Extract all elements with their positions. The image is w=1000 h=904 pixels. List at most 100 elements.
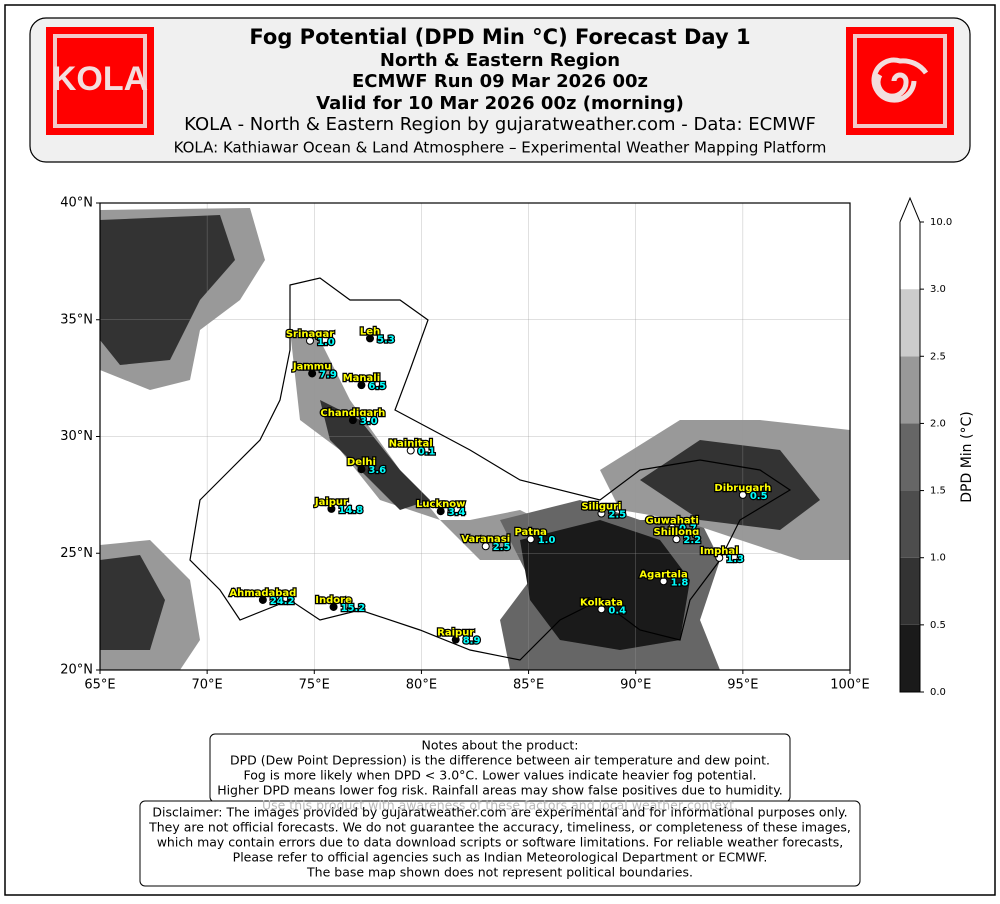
city-dot [672,535,681,544]
notes-line: Fog is more likely when DPD < 3.0°C. Low… [243,768,756,783]
city-dot [329,602,338,611]
city-value: 2.5 [493,542,511,553]
colorbar-label: DPD Min (°C) [959,411,975,502]
city-name: Dibrugarh [714,483,771,494]
colorbar-band [900,222,920,290]
y-tick-label: 35°N [60,312,93,327]
city-name: Chandigarh [320,408,385,419]
logo-text: KOLA [52,60,148,98]
city-name: Raipur [437,628,474,639]
city-name: Patna [514,527,546,538]
city-dot [348,416,357,425]
city-dot [481,542,490,551]
city-value: 14.8 [338,505,363,516]
city-dot [451,635,460,644]
city-name: Ahmadabad [229,588,296,599]
x-tick-label: 100°E [830,678,870,693]
disclaimer-line: The base map shown does not represent po… [306,865,693,880]
colorbar-tick-label: 0.0 [930,687,946,698]
city-value: 0.5 [750,491,768,502]
city-name: Agartala [639,569,687,580]
platform: KOLA: Kathiawar Ocean & Land Atmosphere … [174,139,827,157]
city-value: 1.8 [671,577,689,588]
colorbar-frame [899,222,921,693]
logo-left: KOLA [46,27,154,135]
city-value: 1.0 [538,535,556,546]
city-value: 0.1 [418,447,436,458]
y-tick-label: 20°N [60,663,93,678]
city-value: 3.4 [448,507,466,518]
logo-right [846,27,954,135]
city-dot [436,507,445,516]
city-dot [597,509,606,518]
city-value: 2.2 [683,535,701,546]
colorbar-band [900,289,920,357]
colorbar-band [900,423,920,491]
colorbar-tick-label: 10.0 [930,217,952,228]
city-name: Imphal [700,546,739,557]
x-tick-label: 75°E [299,678,330,693]
disclaimer-line: Disclaimer: The images provided by gujar… [152,805,847,820]
source: KOLA - North & Eastern Region by gujarat… [184,114,816,135]
subtitle: Valid for 10 Mar 2026 00z (morning) [316,93,684,114]
notes-line: Notes about the product: [422,738,579,753]
y-tick-label: 30°N [60,429,93,444]
y-tick-label: 25°N [60,546,93,561]
x-tick-label: 80°E [406,678,437,693]
disclaimer-line: Please refer to official agencies such a… [233,850,768,865]
colorbar-tick-label: 2.0 [930,418,946,429]
header-box [29,17,971,163]
city-value: 24.2 [270,596,295,607]
city-dot [327,504,336,513]
colorbar-tick-label: 0.5 [930,620,946,631]
city-value: 8.9 [463,636,481,647]
city-name: Kolkata [580,597,623,608]
y-tick-label: 40°N [60,196,93,211]
city-name: Delhi [347,457,376,468]
fog-shading [100,208,850,670]
city-dot [715,553,724,562]
city-value: 6.5 [368,381,386,392]
city-name: Srinagar [286,329,334,340]
city-dot [659,577,668,586]
disclaimer-box [139,800,861,887]
city-value: 15.2 [341,603,366,614]
colorbar-tick-label: 2.5 [930,351,946,362]
city-name: Guwahati [645,516,698,527]
city-value: 3.6 [368,465,386,476]
city-name: Lucknow [416,499,465,510]
city-dot [308,369,317,378]
city-name: Jammu [292,361,331,372]
city-name: Varanasi [461,534,510,545]
colorbar-band [900,490,920,558]
city-name: Siliguri [581,502,621,513]
disclaimer-line: They are not official forecasts. We do n… [148,820,851,835]
city-name: Leh [360,326,380,337]
x-tick-label: 85°E [513,678,544,693]
city-name: Jaipur [314,497,348,508]
city-value: 2.5 [608,510,626,521]
notes-line: Higher DPD means lower fog risk. Rainfal… [217,783,783,798]
city-name: Nainital [389,439,433,450]
city-dot [597,605,606,614]
city-name: Indore [315,595,352,606]
city-value: 1.0 [317,337,335,348]
city-dot [668,523,677,532]
city-value: 5.3 [377,334,395,345]
city-name: Shillong [654,527,700,538]
colorbar-tick-label: 1.5 [930,486,946,497]
colorbar-tick-label: 3.0 [930,284,946,295]
city-dot [526,535,535,544]
city-name: Manali [343,373,380,384]
city-dot [738,490,747,499]
x-tick-label: 65°E [84,678,115,693]
subtitle: North & Eastern Region [380,50,620,71]
city-value: 0.7 [679,524,697,535]
x-tick-label: 95°E [727,678,758,693]
city-value: 0.4 [608,605,626,616]
colorbar-tick-label: 1.0 [930,553,946,564]
colorbar-band [900,356,920,424]
x-tick-label: 70°E [192,678,223,693]
city-dot [306,336,314,345]
